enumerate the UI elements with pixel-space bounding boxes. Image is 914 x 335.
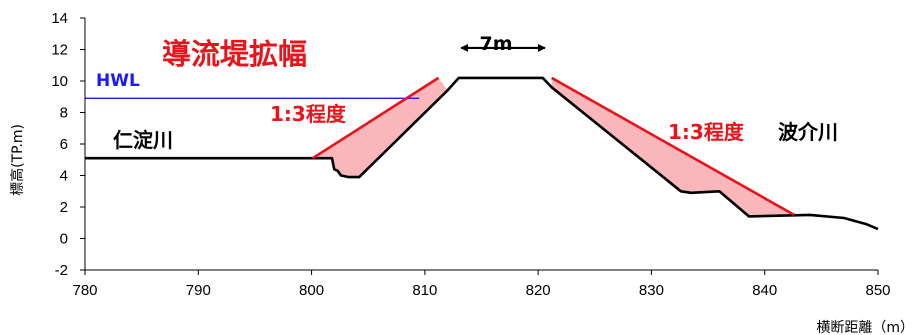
slope-line-2 xyxy=(551,76,795,217)
y-tick-label: 0 xyxy=(60,231,68,248)
ground-profile-line xyxy=(85,76,879,231)
x-tick-label: 800 xyxy=(299,282,324,299)
y-tick-label: 14 xyxy=(51,10,68,27)
crest-width-label: 7m xyxy=(479,33,512,55)
x-tick-label: 780 xyxy=(72,282,97,299)
x-tick-label: 840 xyxy=(752,282,777,299)
y-axis-title: 標高(TP.m) xyxy=(9,124,26,196)
slope-line-1 xyxy=(312,76,440,160)
right-slope-label: 1:3程度 xyxy=(668,120,745,144)
widening-fill-1 xyxy=(312,77,448,178)
x-tick-label: 810 xyxy=(412,282,437,299)
annotations: 導流堤拡幅 HWL 仁淀川 波介川 1:3程度 1:3程度 7m xyxy=(96,33,838,152)
x-axis-title: 横断距離（m） xyxy=(816,319,914,335)
widening-title: 導流堤拡幅 xyxy=(162,37,307,71)
left-river-label: 仁淀川 xyxy=(113,128,173,152)
y-tick-label: 10 xyxy=(51,73,68,90)
y-tick-label: 6 xyxy=(60,136,68,153)
hwl-label: HWL xyxy=(96,71,140,91)
plot-area xyxy=(85,43,879,231)
y-tick-label: 4 xyxy=(60,168,68,185)
x-tick-label: 790 xyxy=(186,282,211,299)
x-tick-label: 850 xyxy=(865,282,890,299)
x-tick-label: 830 xyxy=(639,282,664,299)
right-river-label: 波介川 xyxy=(778,120,838,144)
left-slope-label: 1:3程度 xyxy=(270,102,347,126)
x-tick-label: 820 xyxy=(526,282,551,299)
y-tick-label: 8 xyxy=(60,105,68,122)
y-tick-label: 2 xyxy=(60,199,68,216)
y-tick-label: -2 xyxy=(55,262,68,279)
y-tick-label: 12 xyxy=(51,42,68,59)
